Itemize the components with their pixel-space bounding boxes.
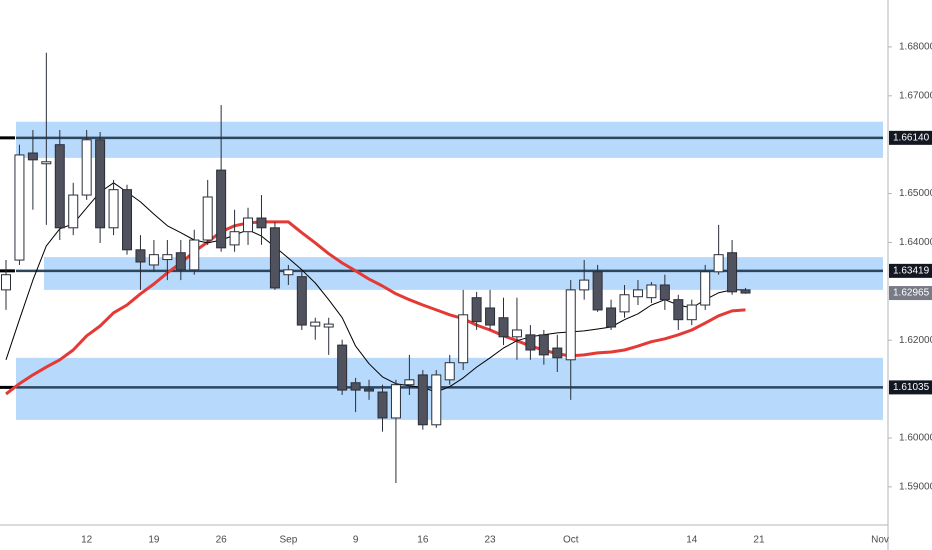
candle-body <box>727 252 738 293</box>
candle-body <box>740 289 751 294</box>
candle-body <box>81 139 92 196</box>
candle-body <box>606 307 617 328</box>
candle-body <box>243 217 254 233</box>
candle-body <box>498 317 509 338</box>
candle-body <box>511 329 522 338</box>
candle-body <box>673 299 684 321</box>
price-label-bg <box>889 380 932 395</box>
candle-body <box>485 307 496 326</box>
candle-body <box>189 239 200 271</box>
zone <box>16 121 883 158</box>
candle-body <box>390 384 401 419</box>
candle-body <box>14 154 25 261</box>
x-tick-label: 14 <box>686 535 698 546</box>
candle-body <box>202 196 213 241</box>
price-label: 1.61035 <box>893 382 930 393</box>
candle-body <box>525 334 536 351</box>
candle-body <box>565 289 576 361</box>
x-tick-label: 21 <box>753 535 765 546</box>
candle-body <box>686 304 697 321</box>
y-tick-label: 1.62000 <box>899 335 932 346</box>
candle-body <box>619 294 630 313</box>
x-tick-label: 23 <box>484 535 496 546</box>
price-label-bg <box>889 263 932 278</box>
price-label-bg <box>889 130 932 145</box>
axis-bg <box>0 525 932 550</box>
x-tick-label: 12 <box>81 535 93 546</box>
candle-body <box>256 217 267 229</box>
candle-body <box>337 344 348 391</box>
last-price-label: 1.62965 <box>893 288 930 299</box>
candle-body <box>122 189 133 251</box>
candle-body <box>27 152 38 161</box>
candle-body <box>377 391 388 419</box>
candle-body <box>283 269 294 276</box>
candle-body <box>471 297 482 323</box>
y-tick-label: 1.60000 <box>899 433 932 444</box>
price-label: 1.66140 <box>893 132 930 143</box>
candle-body <box>95 139 106 229</box>
candle-body <box>364 388 375 392</box>
candle-body <box>700 271 711 306</box>
candle-body <box>148 254 159 266</box>
candle-body <box>41 161 52 165</box>
y-tick-label: 1.68000 <box>899 42 932 53</box>
candle-body <box>350 382 361 391</box>
candle-body <box>592 271 603 311</box>
zone <box>44 257 883 290</box>
candle-body <box>216 169 227 249</box>
y-tick-label: 1.64000 <box>899 237 932 248</box>
candle-body <box>296 276 307 326</box>
candle-body <box>417 374 428 426</box>
candle-body <box>269 227 280 289</box>
candle-body <box>323 323 334 328</box>
x-tick-label: 19 <box>148 535 160 546</box>
candle-body <box>310 321 321 327</box>
candle-body <box>713 254 724 273</box>
candle-body <box>175 252 186 271</box>
candle-body <box>1 274 11 291</box>
last-price-bg <box>889 286 932 301</box>
candle-body <box>538 334 549 356</box>
candle-body <box>552 347 563 359</box>
candle-body <box>458 314 469 364</box>
candle-body <box>431 374 442 426</box>
x-tick-label: 9 <box>353 535 359 546</box>
x-tick-label: Sep <box>279 535 297 546</box>
candle-body <box>579 279 590 291</box>
x-tick-label: Nov <box>871 535 889 546</box>
y-tick-label: 1.65000 <box>899 188 932 199</box>
candle-body <box>162 254 173 261</box>
y-tick-label: 1.67000 <box>899 90 932 101</box>
candle-body <box>632 289 643 298</box>
candle-body <box>68 194 79 229</box>
candle-body <box>646 284 657 299</box>
x-tick-label: Oct <box>563 535 579 546</box>
x-tick-label: 16 <box>417 535 429 546</box>
candle-body <box>108 189 119 229</box>
y-tick-label: 1.59000 <box>899 482 932 493</box>
candle-body <box>404 379 415 386</box>
candle-body <box>135 249 146 263</box>
moving-average <box>5 220 746 396</box>
candle-body <box>659 284 670 301</box>
price-label: 1.63419 <box>893 265 930 276</box>
candle-body <box>54 144 65 229</box>
x-tick-label: 26 <box>216 535 228 546</box>
candle-body <box>444 362 455 381</box>
candle-body <box>229 231 240 246</box>
